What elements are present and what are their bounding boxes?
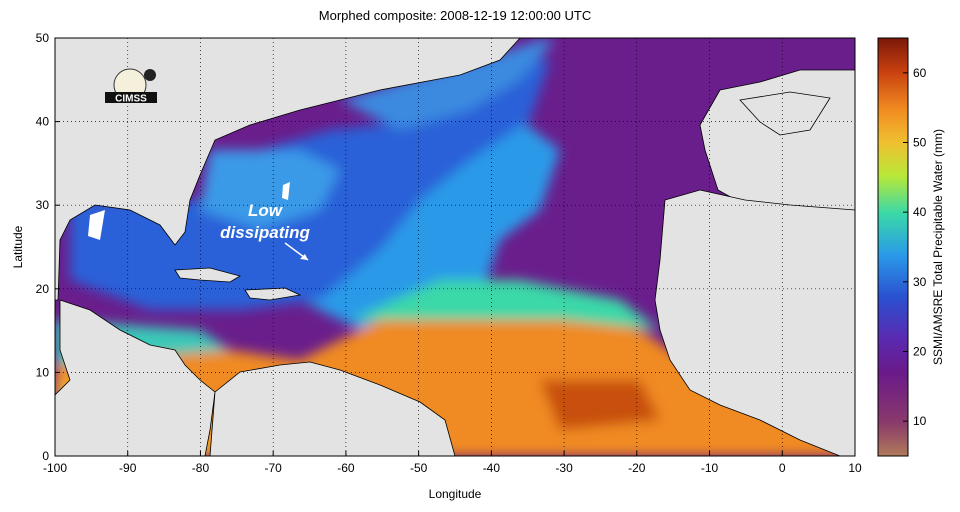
- x-tick-label: -30: [555, 461, 573, 475]
- colorbar-tick-label: 50: [913, 136, 927, 150]
- map-frame: [54, 37, 856, 457]
- landmass: [55, 38, 855, 456]
- cimss-logo: CIMSS: [105, 68, 157, 105]
- annotation-line1: Low: [248, 201, 284, 220]
- x-tick-label: -80: [192, 461, 210, 475]
- colorbar-tick-label: 40: [913, 205, 927, 219]
- x-axis-label: Longitude: [429, 487, 482, 501]
- x-tick-label: -40: [483, 461, 501, 475]
- tpw-field: [55, 38, 855, 456]
- colorbar-tick-label: 20: [913, 345, 927, 359]
- bright-spot: [282, 182, 290, 200]
- x-tick-label: 0: [779, 461, 786, 475]
- colorbar-tick-label: 60: [913, 66, 927, 80]
- bright-spot: [88, 210, 105, 240]
- x-axis: -100 -90 -80 -70 -60 -50 -40 -30 -20 -10 0 10: [43, 451, 862, 475]
- colorbar-tick-label: 30: [913, 275, 927, 289]
- y-tick-label: 40: [36, 115, 50, 129]
- y-axis-label: Latitude: [11, 225, 25, 268]
- x-tick-label: -100: [43, 461, 67, 475]
- logo-text: CIMSS: [115, 94, 147, 105]
- x-tick-label: -50: [410, 461, 428, 475]
- x-tick-label: -60: [337, 461, 355, 475]
- arrow-head: [300, 254, 308, 260]
- annotation-line2: dissipating: [220, 223, 310, 242]
- colorbar-ticks: 10 20 30 40 50 60: [903, 66, 927, 428]
- grid-lines: [55, 38, 855, 456]
- x-tick-label: -90: [119, 461, 137, 475]
- y-tick-label: 10: [36, 365, 50, 379]
- y-tick-label: 20: [36, 282, 50, 296]
- colorbar-tick-label: 10: [913, 414, 927, 428]
- map-title: Morphed composite: 2008-12-19 12:00:00 U…: [318, 8, 592, 23]
- x-tick-label: -20: [628, 461, 646, 475]
- y-tick-label: 50: [36, 31, 50, 45]
- x-tick-label: -10: [701, 461, 719, 475]
- x-tick-label: 10: [848, 461, 862, 475]
- y-tick-label: 0: [42, 449, 49, 463]
- y-axis: 0 10 20 30 40 50: [36, 31, 60, 463]
- colorbar-label: SSMI/AMSRE Total Precipitable Water (mm): [931, 129, 945, 365]
- y-tick-label: 30: [36, 198, 50, 212]
- colorbar: [877, 37, 909, 457]
- low-annotation: Low dissipating: [220, 201, 310, 261]
- x-tick-label: -70: [265, 461, 283, 475]
